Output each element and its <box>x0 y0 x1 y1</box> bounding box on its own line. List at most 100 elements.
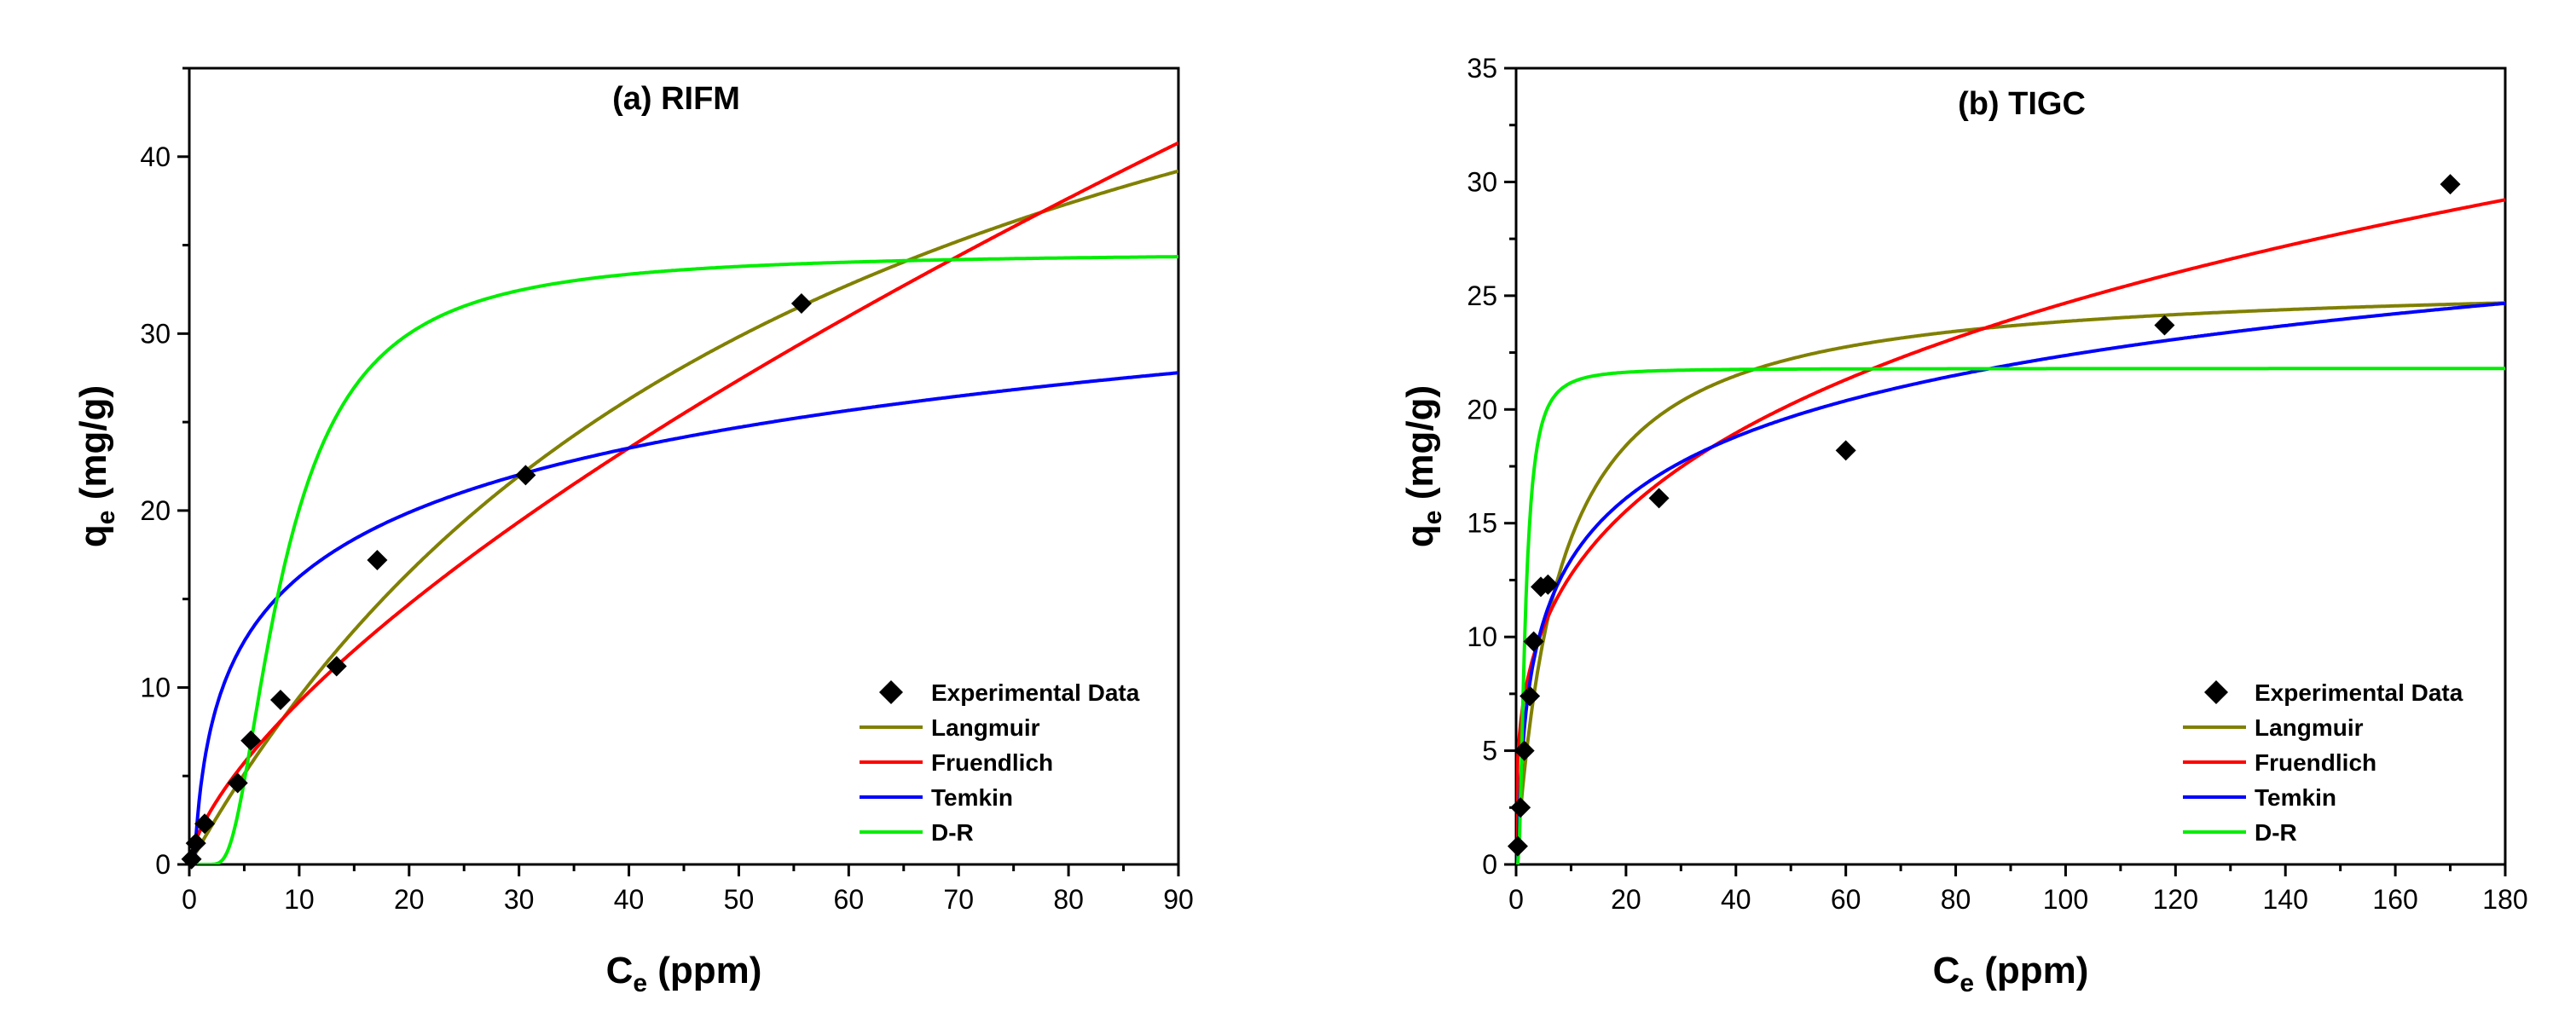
y-tick-label: 30 <box>140 318 171 349</box>
y-tick-label: 10 <box>1467 621 1497 652</box>
legend-temkin: Temkin <box>860 784 1013 811</box>
y-axis-title: qe (mg/g) <box>1399 385 1447 547</box>
x-tick-label: 20 <box>394 884 425 915</box>
legend-fruendlich: Fruendlich <box>860 749 1053 776</box>
experimental-point <box>2154 315 2175 336</box>
y-tick-label: 10 <box>140 672 171 702</box>
x-tick-label: 80 <box>1053 884 1084 915</box>
y-tick-label: 20 <box>140 495 171 526</box>
x-tick-label: 20 <box>1611 884 1641 915</box>
experimental-point <box>240 730 262 751</box>
y-axis-title: qe (mg/g) <box>72 385 120 547</box>
y-tick-label: 15 <box>1467 508 1497 539</box>
x-axis-title: Ce (ppm) <box>1933 950 2089 997</box>
experimental-point <box>1507 835 1528 857</box>
legend-temkin: Temkin <box>2183 784 2336 811</box>
experimental-point <box>1510 797 1531 818</box>
fit-line-fruendlich <box>189 141 1178 864</box>
y-axis-ticks: 0 5 10 15 20 25 30 35 <box>1467 53 1516 880</box>
x-tick-label: 0 <box>182 884 197 915</box>
legend-label-fruendlich: Fruendlich <box>931 749 1053 776</box>
legend-label-dr: D-R <box>2255 819 2297 846</box>
legend-langmuir: Langmuir <box>2183 714 2364 741</box>
legend-label-langmuir: Langmuir <box>931 714 1040 741</box>
x-tick-label: 180 <box>2482 884 2527 915</box>
legend-label-langmuir: Langmuir <box>2255 714 2364 741</box>
y-tick-label: 35 <box>1467 53 1497 84</box>
legend-label-temkin: Temkin <box>2255 784 2336 811</box>
fit-curves <box>1516 198 2505 864</box>
legend-diamond-marker <box>879 680 903 704</box>
legend-dr: D-R <box>2183 819 2297 846</box>
experimental-point <box>269 689 291 710</box>
panel-title: (b) TIGC <box>1958 86 2086 122</box>
y-tick-label: 5 <box>1482 736 1497 766</box>
legend-label-experimental: Experimental Data <box>931 679 1140 706</box>
fit-line-d-r <box>1516 367 2505 864</box>
experimental-point <box>1523 631 1544 652</box>
x-tick-label: 0 <box>1508 884 1524 915</box>
panel-title: (a) RIFM <box>612 81 740 117</box>
experimental-point <box>1520 685 1541 707</box>
x-tick-label: 80 <box>1941 884 1971 915</box>
x-axis-ticks: 0 20 40 60 80 100 120 140 160 180 <box>1508 864 2528 915</box>
x-tick-label: 40 <box>614 884 645 915</box>
legend: Experimental Data Langmuir Fruendlich Te… <box>2183 679 2463 846</box>
legend-experimental: Experimental Data <box>2204 679 2463 706</box>
x-tick-label: 90 <box>1163 884 1194 915</box>
x-tick-label: 70 <box>943 884 974 915</box>
fit-line-temkin <box>1516 301 2505 864</box>
x-tick-label: 60 <box>834 884 865 915</box>
experimental-points <box>1507 174 2461 857</box>
y-tick-label: 30 <box>1467 166 1497 197</box>
fit-line-temkin <box>189 371 1178 864</box>
y-axis-ticks: 0 10 20 30 40 <box>140 66 189 880</box>
fit-line-fruendlich <box>1516 198 2505 848</box>
experimental-point <box>2440 174 2461 195</box>
experimental-point <box>515 465 536 486</box>
experimental-point <box>367 550 388 571</box>
panel-a-rifm: 0 10 20 30 40 50 60 70 80 90 0 10 20 30 40 (a) RIFM C… <box>72 66 1194 997</box>
y-tick-label: 0 <box>155 849 171 880</box>
x-tick-label: 100 <box>2043 884 2088 915</box>
x-tick-label: 160 <box>2372 884 2417 915</box>
experimental-point <box>194 813 216 835</box>
y-tick-label: 0 <box>1482 849 1497 880</box>
y-tick-label: 20 <box>1467 394 1497 425</box>
legend-label-experimental: Experimental Data <box>2255 679 2463 706</box>
legend-label-dr: D-R <box>931 819 974 846</box>
x-tick-label: 50 <box>724 884 755 915</box>
experimental-point <box>1648 488 1670 509</box>
fit-line-d-r <box>189 255 1178 864</box>
x-tick-label: 60 <box>1831 884 1861 915</box>
experimental-point <box>1514 740 1535 761</box>
fit-curves <box>189 141 1178 864</box>
fit-line-langmuir <box>1516 301 2505 864</box>
y-tick-label: 40 <box>140 142 171 172</box>
legend-langmuir: Langmuir <box>860 714 1040 741</box>
experimental-point <box>1537 574 1559 595</box>
legend-fruendlich: Fruendlich <box>2183 749 2376 776</box>
legend-dr: D-R <box>860 819 974 846</box>
legend-label-fruendlich: Fruendlich <box>2255 749 2376 776</box>
experimental-point <box>1835 440 1856 461</box>
experimental-point <box>326 656 347 677</box>
legend-label-temkin: Temkin <box>931 784 1013 811</box>
experimental-point <box>227 772 248 794</box>
experimental-point <box>185 833 206 854</box>
legend-experimental: Experimental Data <box>879 679 1140 706</box>
experimental-points <box>181 293 812 870</box>
x-tick-label: 40 <box>1721 884 1751 915</box>
legend-diamond-marker <box>2204 680 2228 704</box>
y-tick-label: 25 <box>1467 280 1497 311</box>
experimental-point <box>790 293 812 315</box>
x-axis-title: Ce (ppm) <box>606 950 762 997</box>
x-tick-label: 140 <box>2263 884 2308 915</box>
panel-b-tigc: 0 20 40 60 80 100 120 140 160 180 05101520253035 … <box>1399 53 2528 997</box>
legend: Experimental Data Langmuir Fruendlich Te… <box>860 679 1140 846</box>
fit-line-langmuir <box>189 169 1178 864</box>
x-tick-label: 10 <box>284 884 315 915</box>
x-axis-ticks: 0 10 20 30 40 50 60 70 80 90 <box>182 864 1194 915</box>
